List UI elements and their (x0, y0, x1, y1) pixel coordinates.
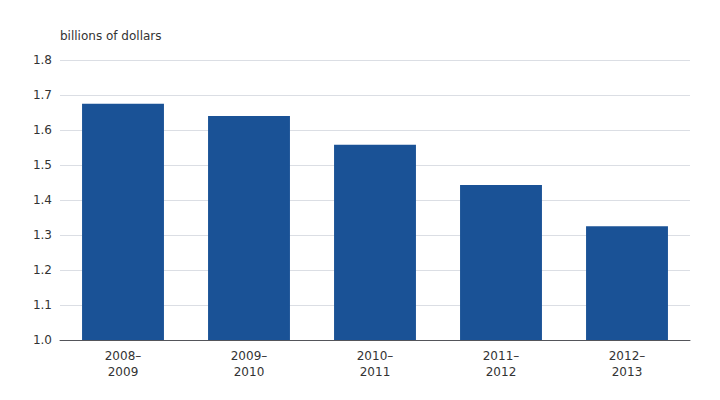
svg-text:2008–: 2008– (105, 349, 142, 363)
svg-text:1.8: 1.8 (33, 53, 52, 67)
svg-text:1.2: 1.2 (33, 263, 52, 277)
svg-text:1.3: 1.3 (33, 228, 52, 242)
svg-text:1.6: 1.6 (33, 123, 52, 137)
svg-text:2011: 2011 (360, 365, 391, 379)
svg-text:billions of dollars: billions of dollars (60, 29, 162, 43)
svg-text:1.1: 1.1 (33, 298, 52, 312)
svg-text:2011–: 2011– (483, 349, 520, 363)
svg-text:2012–: 2012– (609, 349, 646, 363)
svg-text:1.0: 1.0 (33, 333, 52, 347)
svg-text:2010–: 2010– (357, 349, 394, 363)
svg-text:2013: 2013 (612, 365, 643, 379)
svg-text:2009–: 2009– (231, 349, 268, 363)
svg-text:1.7: 1.7 (33, 88, 52, 102)
svg-text:1.4: 1.4 (33, 193, 52, 207)
svg-text:2010: 2010 (234, 365, 265, 379)
svg-text:1.5: 1.5 (33, 158, 52, 172)
svg-text:2009: 2009 (108, 365, 139, 379)
svg-text:2012: 2012 (486, 365, 517, 379)
